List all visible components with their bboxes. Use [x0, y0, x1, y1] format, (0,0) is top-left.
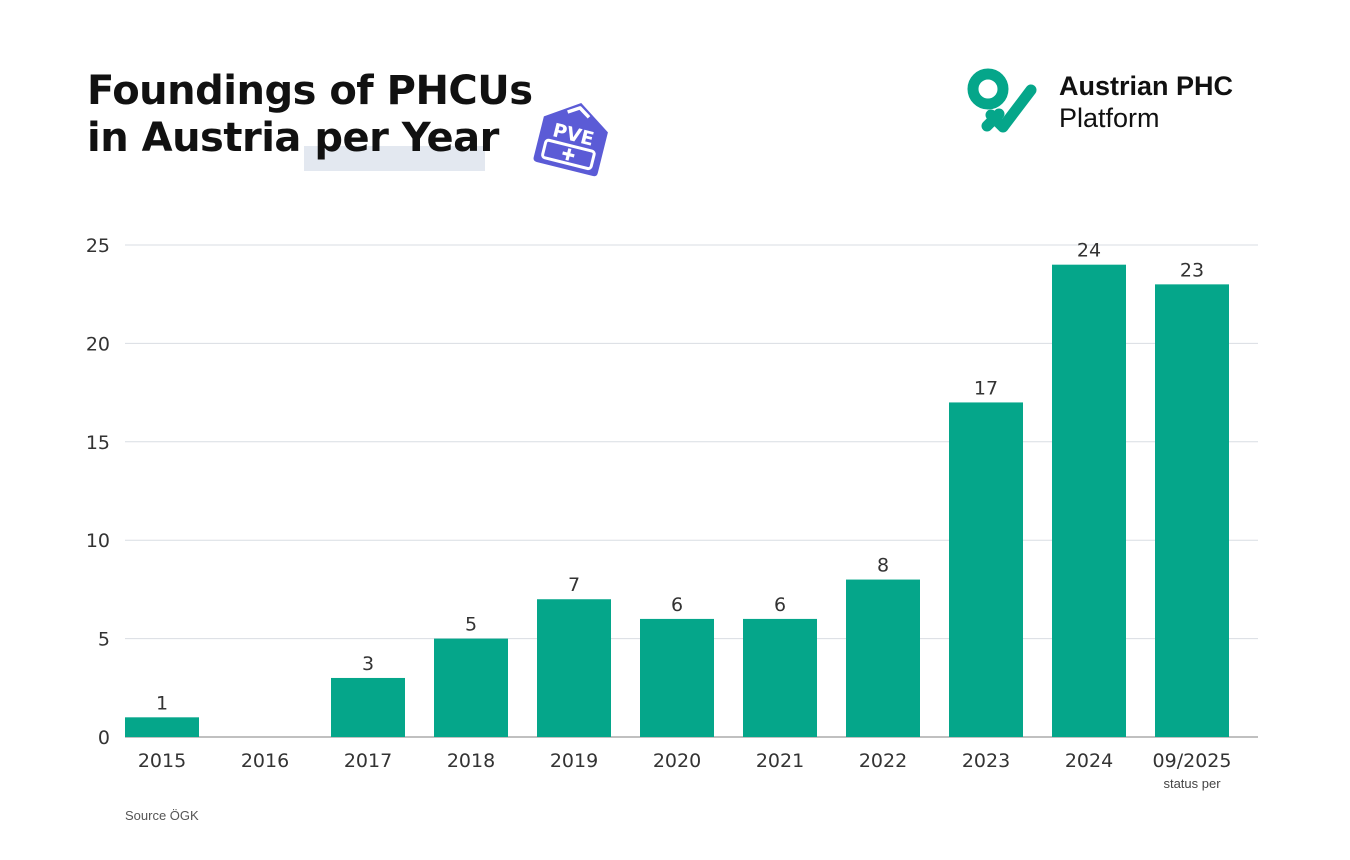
data-label: 5 [465, 614, 477, 636]
y-tick-label: 20 [86, 333, 110, 355]
data-label: 1 [156, 692, 168, 714]
x-tick-label: 2024 [1065, 750, 1113, 772]
data-label: 3 [362, 653, 374, 675]
y-tick-label: 15 [86, 432, 110, 454]
y-tick-label: 10 [86, 530, 110, 552]
brand: Austrian PHC Platform [965, 66, 1255, 136]
bar-2023 [949, 402, 1023, 737]
data-label: 6 [774, 594, 786, 616]
x-tick-label: 2021 [756, 750, 804, 772]
y-tick-label: 5 [98, 629, 110, 651]
data-label: 23 [1180, 259, 1204, 281]
bar-2019 [537, 599, 611, 737]
data-label: 17 [974, 377, 998, 399]
page-title: Foundings of PHCUs in Austria per Year [87, 68, 533, 162]
title-line-1: Foundings of PHCUs [87, 68, 533, 114]
bar-2017 [331, 677, 405, 737]
bar-2024 [1052, 264, 1126, 737]
x-tick-label: 2023 [962, 750, 1010, 772]
bar-2018 [434, 638, 508, 737]
data-label: 24 [1077, 240, 1101, 262]
bar-09-2025 [1155, 284, 1229, 737]
title-line-2: in Austria per Year [87, 115, 499, 161]
source-note: Source ÖGK [125, 808, 199, 823]
x-tick-label: 2015 [138, 750, 186, 772]
data-label: 6 [671, 594, 683, 616]
bar-2015 [125, 717, 199, 737]
x-tick-label: 2017 [344, 750, 392, 772]
brand-name: Austrian PHC Platform [1059, 70, 1233, 134]
brand-name-line-1: Austrian PHC [1059, 71, 1234, 101]
bar-2022 [846, 579, 920, 737]
x-tick-label: 2018 [447, 750, 495, 772]
bar-2021 [743, 618, 817, 737]
x-tick-label: 2016 [241, 750, 289, 772]
data-label: 7 [568, 574, 580, 596]
brand-name-line-2: Platform [1059, 103, 1160, 133]
brand-logo-icon [967, 68, 1037, 133]
x-tick-sublabel: status per [1163, 776, 1221, 791]
x-tick-label: 09/2025 [1153, 750, 1232, 772]
y-tick-label: 0 [98, 727, 110, 749]
bar-2020 [640, 618, 714, 737]
x-tick-label: 2019 [550, 750, 598, 772]
x-tick-label: 2020 [653, 750, 701, 772]
y-tick-label: 25 [86, 235, 110, 257]
pve-badge-icon: PVE [533, 103, 608, 177]
data-label: 8 [877, 555, 889, 577]
x-tick-label: 2022 [859, 750, 907, 772]
title-highlight [304, 146, 485, 171]
